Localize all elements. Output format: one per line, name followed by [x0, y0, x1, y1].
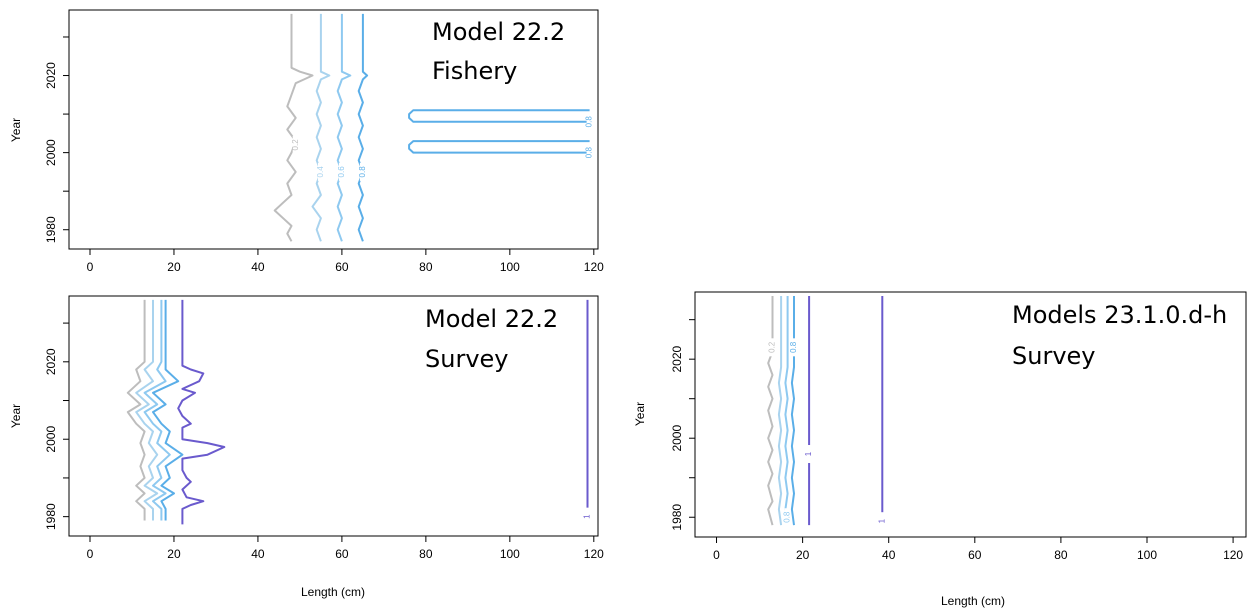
x-tick-label: 60: [335, 547, 349, 561]
x-tick-label: 60: [968, 548, 982, 562]
x-tick-label: 120: [584, 547, 604, 561]
panel-survey-23-1: Models 23.1.0.d-h Survey Year Length (cm…: [633, 291, 1247, 608]
y-tick-label: 2020: [44, 348, 58, 375]
contour-label: 0.8: [783, 511, 792, 523]
contour-line-0.6: [143, 299, 171, 521]
contour-label: 1: [877, 518, 886, 523]
contour-label-gap: [338, 162, 345, 181]
x-tick-label: 100: [500, 547, 520, 561]
x-axis-label: Length (cm): [941, 594, 1005, 608]
y-tick-label: 1980: [44, 503, 58, 530]
contour-label: 0.8: [358, 166, 367, 178]
x-tick-label: 40: [251, 547, 265, 561]
panel-title-line-2: Fishery: [432, 57, 517, 85]
x-tick-label: 40: [251, 260, 265, 274]
contour-label-gap: [791, 338, 798, 357]
contour-line-0.6: [784, 296, 789, 526]
y-tick-label: 1980: [670, 504, 684, 531]
contour-label: 0.2: [291, 139, 300, 151]
panel-title-line-2: Survey: [425, 345, 508, 373]
y-tick-label: 2000: [670, 425, 684, 452]
contour-line-0.8: [357, 13, 369, 242]
contour-label-gap: [784, 508, 791, 527]
contour-label: 0.8: [789, 341, 798, 353]
x-tick-label: 0: [713, 548, 720, 562]
y-tick-label: 2020: [670, 346, 684, 373]
contour-line-0.6: [336, 13, 352, 242]
y-tick-label: 2000: [44, 139, 58, 166]
y-axis-label: Year: [633, 402, 647, 426]
contour-line-0.4: [777, 296, 783, 526]
x-tick-label: 0: [87, 547, 94, 561]
contour-line-0.4: [135, 299, 159, 521]
contour-label: 0.4: [316, 166, 325, 178]
x-tick-label: 120: [1223, 548, 1243, 562]
contour-line-0.8: [152, 299, 184, 521]
contour-line-0.2: [273, 13, 314, 242]
x-axis-label: Length (cm): [301, 585, 365, 599]
panel-title-line-1: Model 22.2: [432, 18, 565, 46]
contour-label-gap: [292, 135, 299, 154]
contour-label: 0.8: [585, 116, 594, 128]
x-tick-label: 80: [419, 260, 433, 274]
x-tick-label: 120: [584, 260, 604, 274]
x-tick-label: 80: [419, 547, 433, 561]
contour-label: 0.8: [585, 147, 594, 159]
y-tick-label: 1980: [44, 216, 58, 243]
x-tick-label: 20: [796, 548, 810, 562]
panel-title-line-2: Survey: [1012, 342, 1095, 370]
contour-label-gap: [586, 112, 593, 131]
x-tick-label: 40: [882, 548, 896, 562]
contour-label-gap: [879, 512, 886, 531]
x-tick-label: 0: [87, 260, 94, 274]
contour-line-0.2: [767, 296, 774, 526]
x-tick-label: 60: [335, 260, 349, 274]
contour-label: 0.6: [337, 166, 346, 178]
y-axis-label: Year: [9, 118, 23, 142]
contour-line-1: [177, 299, 226, 525]
x-tick-label: 20: [167, 260, 181, 274]
contour-label-gap: [584, 507, 591, 526]
x-tick-label: 20: [167, 547, 181, 561]
plot-frame: [694, 291, 1247, 538]
contour-label-gap: [586, 143, 593, 162]
y-tick-label: 2020: [44, 62, 58, 89]
contour-label-gap: [769, 338, 776, 357]
contour-label-gap: [806, 445, 813, 464]
contour-label: 1: [804, 451, 813, 456]
x-tick-label: 80: [1054, 548, 1068, 562]
x-tick-label: 100: [500, 260, 520, 274]
plot-frame: [68, 295, 599, 537]
panel-title-line-1: Model 22.2: [425, 305, 558, 333]
panel-title-line-1: Models 23.1.0.d-h: [1012, 301, 1227, 329]
contour-label-gap: [359, 162, 366, 181]
contour-line-0.8: [408, 140, 590, 154]
x-tick-label: 100: [1137, 548, 1157, 562]
plot-frame: [68, 9, 599, 250]
contour-line-0.8: [790, 296, 795, 526]
contour-label: 1: [583, 514, 592, 519]
contour-label-gap: [317, 162, 324, 181]
contour-label: 0.2: [768, 341, 777, 353]
panel-survey-22-2: Model 22.2 Survey Year Length (cm) 0 20 40…: [9, 295, 604, 599]
contour-line-0.4: [311, 13, 331, 242]
contour-line-0.8: [408, 109, 590, 123]
y-axis-label: Year: [9, 404, 23, 428]
contour-line-0.2: [126, 299, 146, 521]
panel-fishery: Model 22.2 Fishery Year 0 20 40 60 80 100 120 1…: [9, 9, 604, 274]
y-tick-label: 2000: [44, 426, 58, 453]
